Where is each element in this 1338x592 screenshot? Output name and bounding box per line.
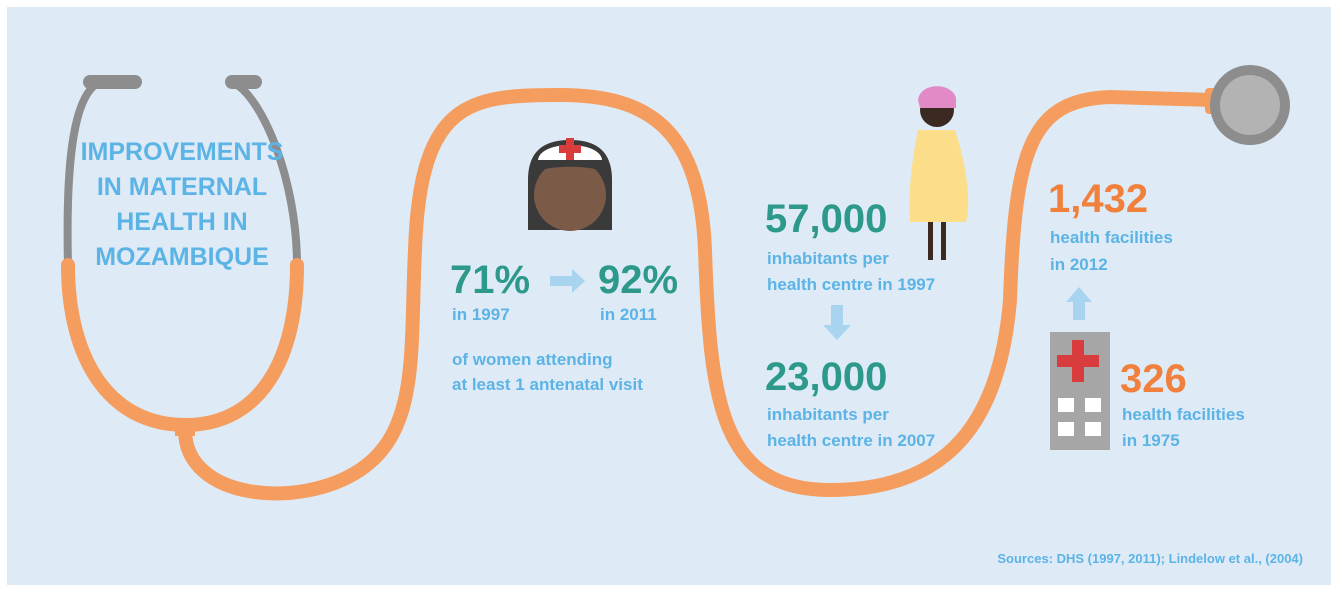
stat-value: 57,000 (765, 197, 887, 241)
title-line: HEALTH IN (116, 208, 247, 236)
stat-label: health facilities (1050, 228, 1173, 247)
stat-label: inhabitants per (767, 249, 889, 268)
stat-label: health centre in 1997 (767, 275, 935, 294)
chestpiece-inner (1220, 75, 1280, 135)
title-line: IMPROVEMENTS (81, 138, 284, 166)
sources: Sources: DHS (1997, 2011); Lindelow et a… (997, 551, 1303, 566)
stat-label: in 2012 (1050, 255, 1108, 274)
stat-value: 92% (598, 258, 678, 302)
stat-note: of women attending (452, 350, 613, 369)
stat-value: 71% (450, 258, 530, 302)
stat-note: at least 1 antenatal visit (452, 375, 643, 394)
infographic: IMPROVEMENTS IN MATERNAL HEALTH IN MOZAM… (0, 0, 1338, 592)
building-icon (1050, 332, 1110, 450)
chest-joint (175, 420, 195, 436)
nurse-icon (528, 138, 612, 231)
stat-value: 326 (1120, 357, 1187, 401)
stat-year: in 1997 (452, 305, 510, 324)
stat-value: 23,000 (765, 355, 887, 399)
stat-year: in 2011 (600, 305, 657, 324)
stat-label: health centre in 2007 (767, 431, 935, 450)
title-line: MOZAMBIQUE (95, 243, 269, 271)
stat-label: in 1975 (1122, 431, 1180, 450)
stat-value: 1,432 (1048, 177, 1148, 221)
stat-label: inhabitants per (767, 405, 889, 424)
stat-label: health facilities (1122, 405, 1245, 424)
title-line: IN MATERNAL (97, 173, 267, 201)
